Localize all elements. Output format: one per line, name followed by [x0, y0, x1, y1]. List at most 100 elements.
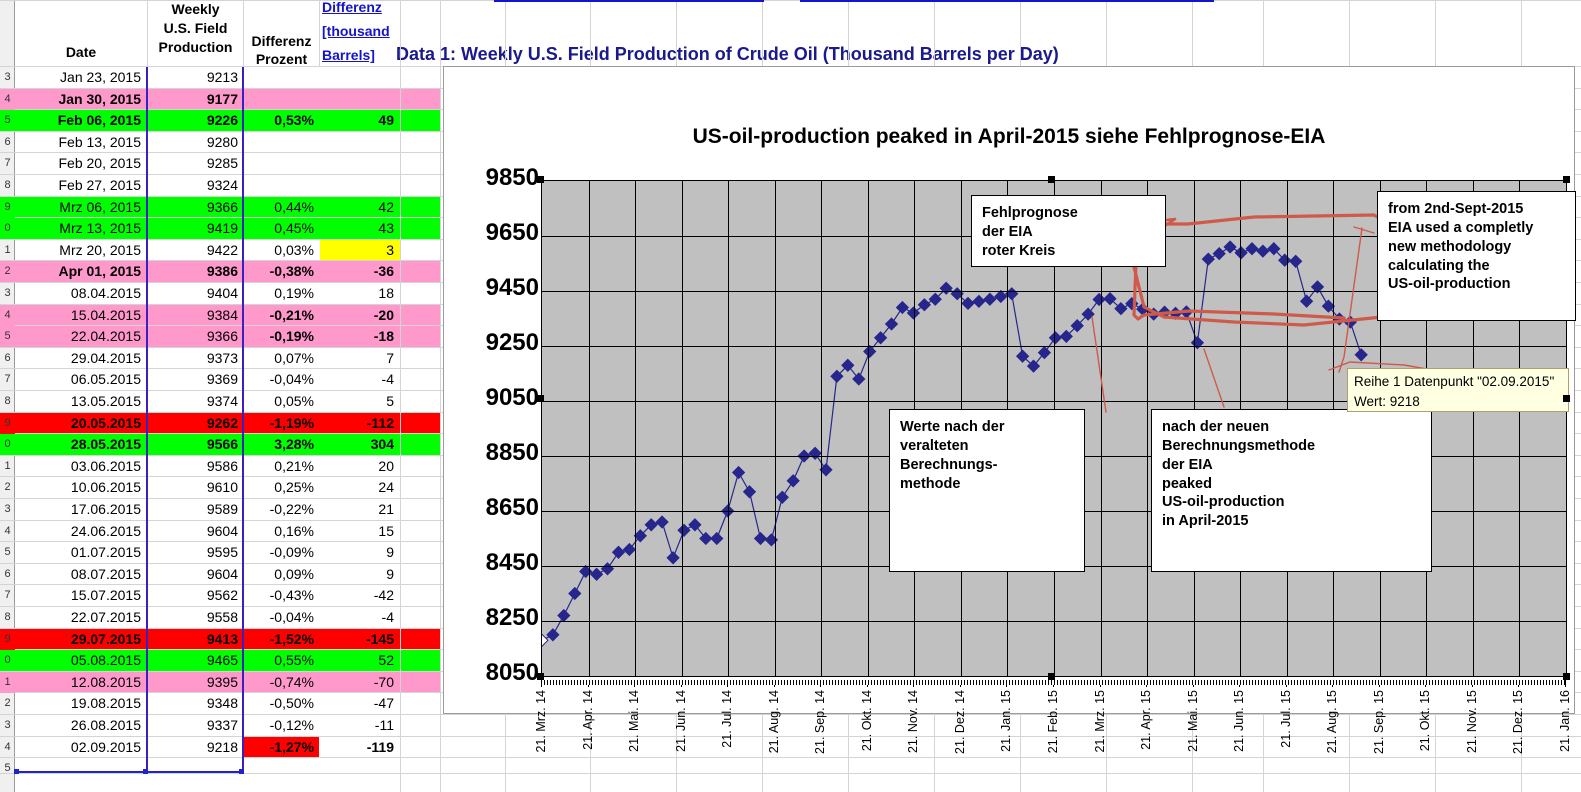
series-marker[interactable]: [1179, 305, 1194, 319]
table-row[interactable]: 20.05.2015 9262 -1,19% -112: [15, 412, 440, 434]
series-marker[interactable]: [1234, 246, 1248, 260]
cell-difference[interactable]: -20: [373, 306, 394, 323]
series-marker[interactable]: [699, 531, 713, 546]
cell-difference[interactable]: 21: [378, 501, 394, 517]
cell-production[interactable]: 9374: [206, 393, 238, 409]
header-diff-line2[interactable]: [thousand: [322, 23, 390, 39]
series-marker[interactable]: [841, 358, 855, 372]
row-number[interactable]: 3: [4, 503, 11, 515]
cell-date[interactable]: 05.08.2015: [70, 652, 141, 669]
cell-difference[interactable]: -145: [365, 630, 394, 647]
cell-percent[interactable]: 0,05%: [274, 393, 314, 409]
table-row[interactable]: Feb 13, 2015 9280: [15, 132, 440, 153]
series-marker[interactable]: [542, 633, 549, 647]
series-marker[interactable]: [786, 474, 800, 488]
cell-date[interactable]: 24.06.2015: [70, 522, 141, 539]
cell-date[interactable]: Feb 27, 2015: [58, 177, 141, 193]
table-row[interactable]: 06.05.2015 9369 -0,04% -4: [15, 369, 440, 390]
table-row[interactable]: 29.04.2015 9373 0,07% 7: [15, 348, 440, 369]
table-row[interactable]: 17.06.2015 9589 -0,22% 21: [15, 499, 440, 520]
table-row[interactable]: Apr 01, 2015 9386 -0,38% -36: [15, 261, 440, 283]
cell-production[interactable]: 9558: [206, 609, 238, 625]
cell-production[interactable]: 9324: [206, 177, 238, 193]
cell-production[interactable]: 9213: [206, 69, 238, 85]
row-number[interactable]: 7: [4, 373, 11, 386]
cell-date[interactable]: 10.06.2015: [70, 479, 141, 496]
cell-production[interactable]: 9586: [206, 457, 238, 474]
header-diff-line3[interactable]: Barrels]: [322, 47, 375, 63]
cell-percent[interactable]: 0,25%: [274, 479, 314, 496]
cell-percent[interactable]: -0,43%: [269, 587, 314, 604]
series-marker[interactable]: [600, 562, 615, 576]
cell-date[interactable]: 08.04.2015: [70, 285, 141, 301]
series-marker[interactable]: [1223, 240, 1237, 254]
cell-date[interactable]: 29.04.2015: [70, 349, 141, 366]
cell-date[interactable]: 02.09.2015: [70, 738, 141, 755]
row-number[interactable]: 8: [4, 179, 11, 191]
series-marker[interactable]: [1015, 349, 1030, 363]
row-number[interactable]: 5: [4, 762, 11, 775]
series-marker[interactable]: [1037, 345, 1052, 360]
cell-date[interactable]: 22.07.2015: [70, 609, 141, 625]
cell-percent[interactable]: -1,27%: [244, 736, 319, 758]
cell-percent[interactable]: -0,38%: [269, 263, 314, 280]
cell-difference[interactable]: 52: [378, 652, 394, 669]
chart-handle-mr[interactable]: [1563, 395, 1570, 402]
cell-difference[interactable]: 304: [370, 436, 394, 453]
series-marker[interactable]: [1256, 244, 1270, 258]
cell-difference[interactable]: 7: [386, 349, 394, 366]
series-marker[interactable]: [1201, 252, 1215, 266]
row-number[interactable]: 1: [4, 459, 11, 472]
series-marker[interactable]: [1114, 301, 1128, 316]
cell-production[interactable]: 9604: [206, 565, 238, 582]
cell-percent[interactable]: -0,04%: [269, 371, 314, 388]
cell-date[interactable]: 15.04.2015: [70, 306, 141, 323]
series-marker[interactable]: [579, 564, 593, 579]
table-row[interactable]: Jan 30, 2015 9177: [15, 88, 440, 110]
cell-date[interactable]: 28.05.2015: [70, 436, 141, 453]
series-marker[interactable]: [950, 287, 964, 301]
series-marker[interactable]: [906, 306, 921, 320]
series-marker[interactable]: [753, 531, 768, 546]
cell-production[interactable]: 9226: [206, 112, 238, 129]
table-row[interactable]: Feb 20, 2015 9285: [15, 153, 440, 174]
row-number[interactable]: 8: [4, 395, 11, 407]
cell-production[interactable]: 9419: [206, 220, 238, 237]
table-row[interactable]: Feb 27, 2015 9324: [15, 175, 440, 196]
table-row[interactable]: 05.08.2015 9465 0,55% 52: [15, 650, 440, 672]
row-number[interactable]: 7: [4, 157, 11, 170]
cell-percent[interactable]: 0,21%: [274, 457, 314, 474]
series-marker[interactable]: [1289, 254, 1303, 268]
series-marker[interactable]: [775, 490, 789, 504]
cell-date[interactable]: 08.07.2015: [70, 565, 141, 582]
chart-handle-ml[interactable]: [537, 395, 544, 402]
cell-difference[interactable]: 42: [378, 198, 394, 215]
cell-difference[interactable]: -36: [373, 263, 394, 280]
series-marker[interactable]: [917, 298, 932, 312]
cell-production[interactable]: 9589: [206, 501, 238, 517]
cell-difference[interactable]: -42: [373, 587, 394, 604]
row-number[interactable]: 6: [4, 135, 11, 148]
cell-production[interactable]: 9280: [206, 133, 238, 150]
cell-percent[interactable]: 0,03%: [274, 241, 314, 258]
row-number[interactable]: 8: [4, 611, 11, 623]
row-number[interactable]: 0: [0, 218, 15, 240]
series-marker[interactable]: [633, 529, 647, 543]
cell-percent[interactable]: 0,16%: [274, 522, 314, 539]
series-marker[interactable]: [1125, 296, 1139, 311]
table-row[interactable]: 28.05.2015 9566 3,28% 304: [15, 434, 440, 456]
selection-handle-mid[interactable]: [143, 769, 148, 774]
cell-percent[interactable]: 0,07%: [274, 349, 314, 366]
cell-difference[interactable]: -4: [381, 609, 394, 625]
table-row[interactable]: 10.06.2015 9610 0,25% 24: [15, 477, 440, 498]
table-row[interactable]: 15.04.2015 9384 -0,21% -20: [15, 304, 440, 326]
cell-percent[interactable]: -0,19%: [269, 328, 314, 345]
cell-difference[interactable]: [320, 153, 400, 174]
cell-production[interactable]: 9262: [206, 414, 238, 431]
series-marker[interactable]: [688, 518, 702, 532]
selection-handle-left[interactable]: [14, 769, 19, 774]
chart-handle-tr[interactable]: [1563, 176, 1570, 183]
series-marker[interactable]: [1157, 305, 1172, 319]
cell-date[interactable]: Feb 13, 2015: [58, 133, 141, 150]
series-marker[interactable]: [873, 331, 888, 345]
